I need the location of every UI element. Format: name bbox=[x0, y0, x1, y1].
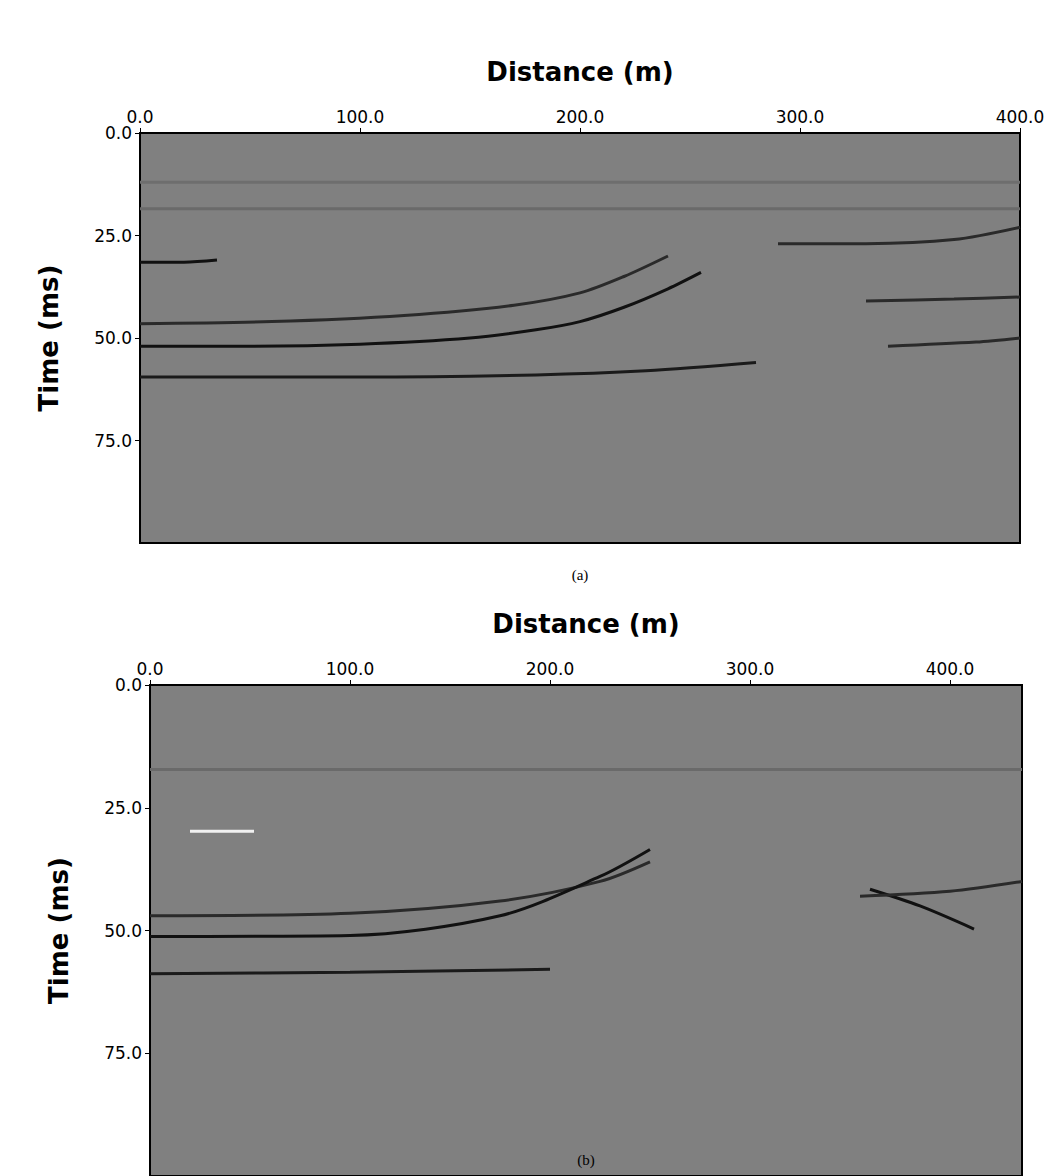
svg-text:(a): (a) bbox=[572, 567, 589, 584]
svg-text:300.0: 300.0 bbox=[726, 659, 775, 679]
svg-text:200.0: 200.0 bbox=[556, 107, 605, 127]
svg-text:200.0: 200.0 bbox=[526, 659, 575, 679]
svg-text:100.0: 100.0 bbox=[336, 107, 385, 127]
svg-text:0.0: 0.0 bbox=[136, 659, 163, 679]
svg-text:300.0: 300.0 bbox=[776, 107, 825, 127]
svg-text:Distance (m): Distance (m) bbox=[486, 57, 673, 87]
svg-text:400.0: 400.0 bbox=[996, 107, 1045, 127]
svg-text:75.0: 75.0 bbox=[94, 431, 132, 451]
svg-text:25.0: 25.0 bbox=[94, 226, 132, 246]
svg-text:25.0: 25.0 bbox=[104, 798, 142, 818]
svg-text:Time (ms): Time (ms) bbox=[34, 265, 64, 412]
svg-text:0.0: 0.0 bbox=[115, 675, 142, 695]
svg-text:100.0: 100.0 bbox=[326, 659, 375, 679]
svg-text:50.0: 50.0 bbox=[94, 328, 132, 348]
svg-text:50.0: 50.0 bbox=[104, 921, 142, 941]
svg-text:(b): (b) bbox=[577, 1152, 595, 1169]
svg-text:75.0: 75.0 bbox=[104, 1043, 142, 1063]
svg-text:0.0: 0.0 bbox=[105, 123, 132, 143]
svg-text:400.0: 400.0 bbox=[926, 659, 975, 679]
svg-text:Distance (m): Distance (m) bbox=[492, 609, 679, 639]
svg-text:Time (ms): Time (ms) bbox=[44, 857, 74, 1004]
svg-text:0.0: 0.0 bbox=[126, 107, 153, 127]
